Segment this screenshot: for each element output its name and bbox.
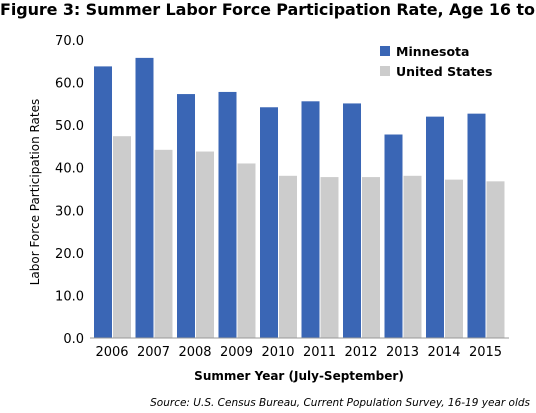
- y-tick-label: 40.0: [55, 162, 84, 177]
- bar-minnesota: [135, 57, 154, 338]
- bar-minnesota: [94, 66, 112, 338]
- y-tick-label: 0.0: [63, 332, 84, 347]
- bar-united-states: [403, 175, 422, 338]
- y-axis-title: Labor Force Participation Rates: [28, 99, 42, 286]
- y-tick-label: 70.0: [55, 34, 84, 49]
- chart-title: Figure 3: Summer Labor Force Participati…: [0, 0, 536, 19]
- x-tick-label: 2011: [303, 345, 336, 360]
- legend-label: Minnesota: [396, 44, 469, 59]
- x-axis-title: Summer Year (July-September): [194, 369, 404, 383]
- x-tick-label: 2008: [178, 345, 211, 360]
- bar-united-states: [445, 179, 463, 338]
- y-tick-label: 50.0: [55, 119, 84, 134]
- legend: Minnesota United States: [380, 44, 492, 79]
- x-tick-label: 2007: [137, 345, 170, 360]
- bar-united-states: [196, 151, 214, 338]
- x-tick-label: 2012: [344, 345, 377, 360]
- x-tick-label: 2014: [427, 345, 460, 360]
- source-note: Source: U.S. Census Bureau, Current Popu…: [150, 397, 530, 409]
- y-tick-label: 60.0: [55, 77, 84, 92]
- bar-united-states: [237, 163, 256, 338]
- bar-minnesota: [301, 101, 320, 338]
- y-tick-label: 30.0: [55, 204, 84, 219]
- y-tick-label: 20.0: [55, 247, 84, 262]
- legend-swatch: [380, 46, 390, 56]
- bar-united-states: [320, 177, 339, 338]
- bars: [94, 57, 505, 339]
- bar-minnesota: [426, 116, 444, 338]
- bar-minnesota: [177, 94, 195, 339]
- y-axis-ticks: 0.0 10.0 20.0 30.0 40.0 50.0 60.0 70.0: [55, 34, 84, 347]
- x-tick-label: 2009: [220, 345, 253, 360]
- x-tick-label: 2013: [386, 345, 419, 360]
- bar-united-states: [362, 177, 380, 338]
- bar-minnesota: [384, 134, 403, 338]
- bar-united-states: [279, 175, 297, 338]
- bar-united-states: [154, 149, 173, 338]
- bar-minnesota: [467, 113, 486, 338]
- x-tick-label: 2006: [95, 345, 128, 360]
- bar-united-states: [486, 181, 505, 338]
- bar-minnesota: [343, 103, 361, 338]
- legend-swatch: [380, 66, 390, 76]
- x-axis-ticks: 2006 2007 2008 2009 2010 2011 2012 2013 2014 2015: [95, 345, 502, 360]
- y-tick-label: 10.0: [55, 289, 84, 304]
- x-tick-label: 2010: [261, 345, 294, 360]
- legend-label: United States: [396, 64, 492, 79]
- bar-united-states: [113, 136, 131, 338]
- bar-minnesota: [218, 91, 237, 339]
- x-tick-label: 2015: [469, 345, 502, 360]
- bar-minnesota: [260, 107, 278, 339]
